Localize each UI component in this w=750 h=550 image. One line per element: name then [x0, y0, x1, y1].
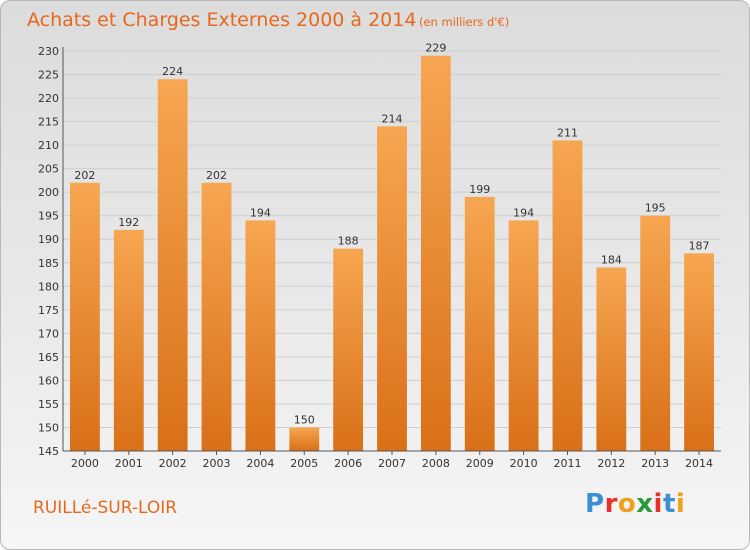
x-tick-label: 2010	[510, 457, 538, 470]
y-tick-label: 165	[38, 351, 59, 364]
bar	[377, 126, 407, 451]
x-tick-label: 2001	[115, 457, 143, 470]
logo-letter: i	[675, 489, 686, 519]
bar-value-label: 194	[513, 206, 534, 219]
bar	[596, 267, 627, 451]
bar-value-label: 192	[118, 216, 139, 229]
y-tick-label: 220	[38, 92, 59, 105]
bar	[70, 182, 100, 451]
chart-title: Achats et Charges Externes 2000 à 2014	[27, 9, 417, 31]
y-tick-label: 210	[38, 139, 59, 152]
y-tick-label: 225	[38, 69, 59, 82]
bar	[333, 248, 364, 451]
bar-value-label: 188	[338, 235, 359, 248]
bar-value-label: 184	[601, 253, 622, 266]
y-tick-label: 155	[38, 398, 59, 411]
x-tick-label: 2004	[246, 457, 274, 470]
y-tick-label: 190	[38, 233, 59, 246]
x-tick-label: 2008	[422, 457, 450, 470]
bar	[420, 55, 451, 452]
bar-value-label: 150	[294, 413, 315, 426]
bar-value-label: 199	[469, 183, 490, 196]
bar	[508, 220, 539, 451]
y-tick-label: 145	[38, 445, 59, 458]
bar	[157, 79, 188, 451]
logo-letter: P	[585, 489, 605, 519]
y-tick-label: 230	[38, 45, 59, 58]
y-tick-label: 180	[38, 280, 59, 293]
x-tick-label: 2011	[553, 457, 581, 470]
bar-value-label: 229	[425, 42, 446, 55]
logo-letter: t	[662, 489, 676, 519]
x-tick-label: 2003	[203, 457, 231, 470]
y-tick-label: 150	[38, 421, 59, 434]
y-tick-label: 175	[38, 304, 59, 317]
bar	[289, 427, 320, 451]
logo-letter: o	[617, 489, 637, 519]
bar-value-label: 194	[250, 206, 271, 219]
x-tick-label: 2013	[641, 457, 669, 470]
x-tick-label: 2012	[597, 457, 625, 470]
bar-value-label: 202	[74, 169, 95, 182]
chart-subtitle: (en milliers d'€)	[419, 15, 510, 29]
y-tick-label: 170	[38, 327, 59, 340]
x-tick-label: 2009	[466, 457, 494, 470]
bar-value-label: 187	[689, 239, 710, 252]
y-tick-label: 205	[38, 163, 59, 176]
bar-value-label: 195	[645, 202, 666, 215]
x-tick-label: 2007	[378, 457, 406, 470]
y-tick-label: 215	[38, 116, 59, 129]
bar	[113, 229, 144, 451]
x-tick-label: 2000	[71, 457, 99, 470]
bar	[684, 253, 714, 451]
bar-value-label: 224	[162, 65, 183, 78]
logo-letter: x	[636, 489, 654, 519]
x-tick-label: 2005	[290, 457, 318, 470]
x-tick-label: 2002	[159, 457, 187, 470]
y-tick-label: 185	[38, 257, 59, 270]
logo-letter: i	[653, 489, 663, 519]
y-tick-label: 195	[38, 210, 59, 223]
proxiti-logo[interactable]: Proxiti	[585, 489, 685, 519]
commune-name: RUILLé-SUR-LOIR	[33, 498, 178, 518]
x-tick-label: 2006	[334, 457, 362, 470]
y-tick-label: 160	[38, 374, 59, 387]
bar-value-label: 202	[206, 169, 227, 182]
bar-value-label: 211	[557, 126, 578, 139]
bar-value-label: 214	[382, 112, 403, 125]
bar	[552, 140, 583, 452]
y-tick-label: 200	[38, 186, 59, 199]
bar	[245, 220, 276, 451]
bar	[201, 182, 232, 451]
bar	[640, 215, 671, 451]
bar	[464, 196, 495, 451]
logo-letter: r	[604, 489, 618, 519]
x-tick-label: 2014	[685, 457, 713, 470]
